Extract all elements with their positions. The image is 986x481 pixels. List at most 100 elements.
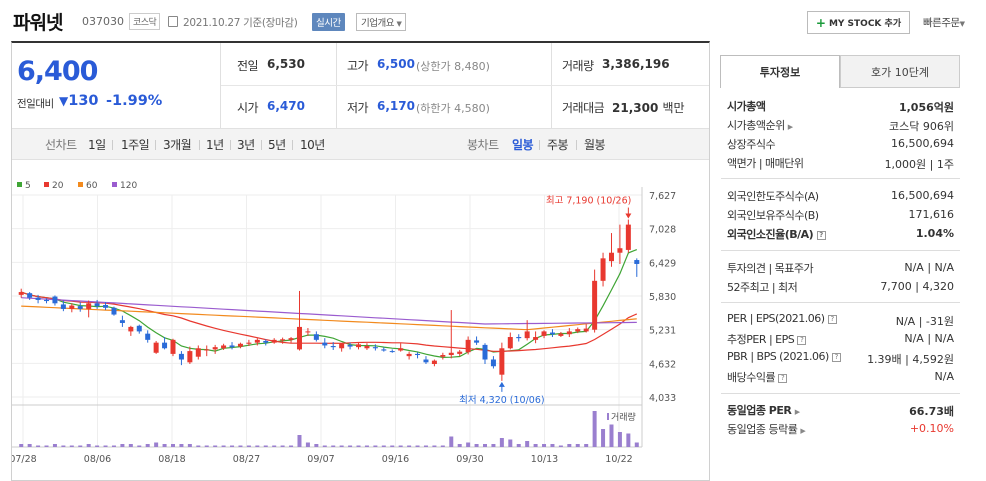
est-per-label[interactable]: 추정PER | EPS ? — [727, 331, 807, 347]
sector-per-value: 66.73배 — [909, 405, 954, 418]
candle-body — [35, 297, 41, 300]
mcap-rank-value: 코스닥 906위 — [889, 120, 954, 133]
volume-bar — [449, 436, 454, 447]
per-value: N/A | -31원 — [895, 315, 954, 328]
volume-legend-swatch — [607, 413, 609, 420]
legend-label: 20 — [52, 181, 64, 191]
candle-body — [263, 340, 269, 343]
volume-bar — [314, 444, 319, 447]
legend-label: 120 — [120, 181, 137, 191]
tab-1w[interactable]: 1주일 — [121, 138, 150, 152]
tab-1d[interactable]: 1일 — [88, 138, 106, 152]
divider — [199, 140, 200, 150]
divider — [230, 140, 231, 150]
candle-body — [549, 332, 555, 335]
x-tick-label: 09/16 — [382, 454, 409, 465]
mcap-rank-label[interactable]: 시가총액순위 ▶ — [727, 117, 793, 133]
price-change-value: 130 — [68, 93, 99, 109]
candle-body — [448, 352, 454, 356]
low-annotation: 최저 4,320 (10/06) — [459, 395, 545, 406]
tab-10y[interactable]: 10년 — [300, 138, 325, 152]
candle-body — [187, 351, 193, 363]
volume-bar — [491, 444, 496, 447]
tab-daily[interactable]: 일봉 — [512, 138, 534, 152]
dividend-label[interactable]: 배당수익률 ? — [727, 369, 788, 385]
volume-bar — [204, 445, 209, 447]
help-icon[interactable]: ? — [778, 373, 788, 383]
company-overview-dropdown[interactable]: 기업개요 ▼ — [356, 13, 407, 31]
volume-bar — [69, 445, 74, 447]
tab-weekly[interactable]: 주봉 — [547, 138, 569, 152]
candle-body — [86, 303, 92, 309]
realtime-button[interactable]: 실시간 — [312, 13, 345, 31]
stock-code: 037030 — [82, 15, 124, 28]
shares-value: 16,500,694 — [891, 137, 954, 150]
line-chart-label: 선차트 — [45, 138, 77, 152]
per-label[interactable]: PER | EPS(2021.06) ? — [727, 312, 837, 325]
tab-3m[interactable]: 3개월 — [163, 138, 192, 152]
tab-monthly[interactable]: 월봉 — [584, 138, 606, 152]
low-arrow-head — [498, 381, 505, 387]
w52-label: 52주최고 | 최저 — [727, 281, 798, 294]
candle-body — [440, 355, 446, 357]
help-icon[interactable]: ? — [827, 314, 837, 324]
tab-5y[interactable]: 5년 — [268, 138, 286, 152]
mcap-value: 1,056억원 — [898, 101, 954, 114]
add-mystock-button[interactable]: + MY STOCK 추가 — [807, 11, 910, 34]
candle-body — [575, 329, 581, 332]
x-tick-label: 08/27 — [233, 454, 260, 465]
open-label: 시가 — [237, 101, 259, 115]
legend-swatch — [44, 182, 49, 187]
caret-right-icon: ▶ — [800, 427, 806, 435]
candle-body — [499, 348, 505, 375]
volume-bar — [179, 444, 184, 447]
legend-swatch — [17, 182, 22, 187]
quick-order-dropdown[interactable]: 빠른주문▼ — [923, 15, 965, 30]
tab-1y[interactable]: 1년 — [206, 138, 224, 152]
candle-body — [507, 337, 513, 349]
sector-per-label[interactable]: 동일업종 PER ▶ — [727, 402, 800, 418]
volume-label: 거래량 — [562, 59, 594, 73]
upper-limit: (상한가 8,480) — [416, 60, 490, 73]
volume-bar — [415, 445, 420, 447]
tab-investment-info[interactable]: 투자정보 — [720, 55, 840, 88]
foreign-hold-value: 171,616 — [908, 208, 955, 221]
volume-bar — [280, 445, 285, 447]
price-change-pct: -1.99% — [106, 93, 163, 109]
candle-body — [372, 347, 378, 349]
foreign-ratio-label[interactable]: 외국인소진율(B/A) ? — [727, 226, 826, 242]
volume-bar — [390, 445, 395, 447]
volume-bar — [120, 444, 125, 447]
volume-bar — [297, 435, 302, 447]
help-icon[interactable]: ? — [797, 335, 807, 345]
dividend-text: 배당수익률 — [727, 371, 776, 384]
help-icon[interactable]: ? — [816, 230, 826, 240]
volume-bar — [331, 445, 336, 447]
volume-bar — [263, 445, 268, 447]
x-tick-label: 08/06 — [84, 454, 111, 465]
prev-close-value: 6,530 — [267, 57, 305, 71]
add-mystock-label: MY STOCK 추가 — [828, 19, 902, 29]
candle-body — [77, 306, 83, 309]
foreign-limit-value: 16,500,694 — [891, 189, 954, 202]
sector-change-label[interactable]: 동일업종 등락률 ▶ — [727, 421, 806, 437]
candle-body — [52, 296, 58, 304]
pbr-label[interactable]: PBR | BPS (2021.06) ? — [727, 350, 841, 363]
volume-bar — [634, 442, 639, 447]
y-tick-label: 6,429 — [649, 258, 676, 269]
volume-bar — [305, 442, 310, 447]
tab-order-book[interactable]: 호가 10단계 — [840, 55, 960, 88]
x-tick-label: 07/28 — [12, 454, 37, 465]
volume-bar — [19, 444, 24, 447]
caret-right-icon: ▶ — [794, 408, 800, 416]
divider — [721, 302, 960, 303]
legend-label: 5 — [25, 181, 31, 191]
tab-3y[interactable]: 3년 — [237, 138, 255, 152]
volume-bar — [432, 445, 437, 447]
candle-body — [592, 280, 598, 330]
x-tick-label: 09/30 — [456, 454, 483, 465]
candle-body — [322, 342, 328, 346]
help-icon[interactable]: ? — [831, 352, 841, 362]
candle-body — [566, 331, 572, 335]
current-price: 6,400 — [17, 56, 98, 87]
